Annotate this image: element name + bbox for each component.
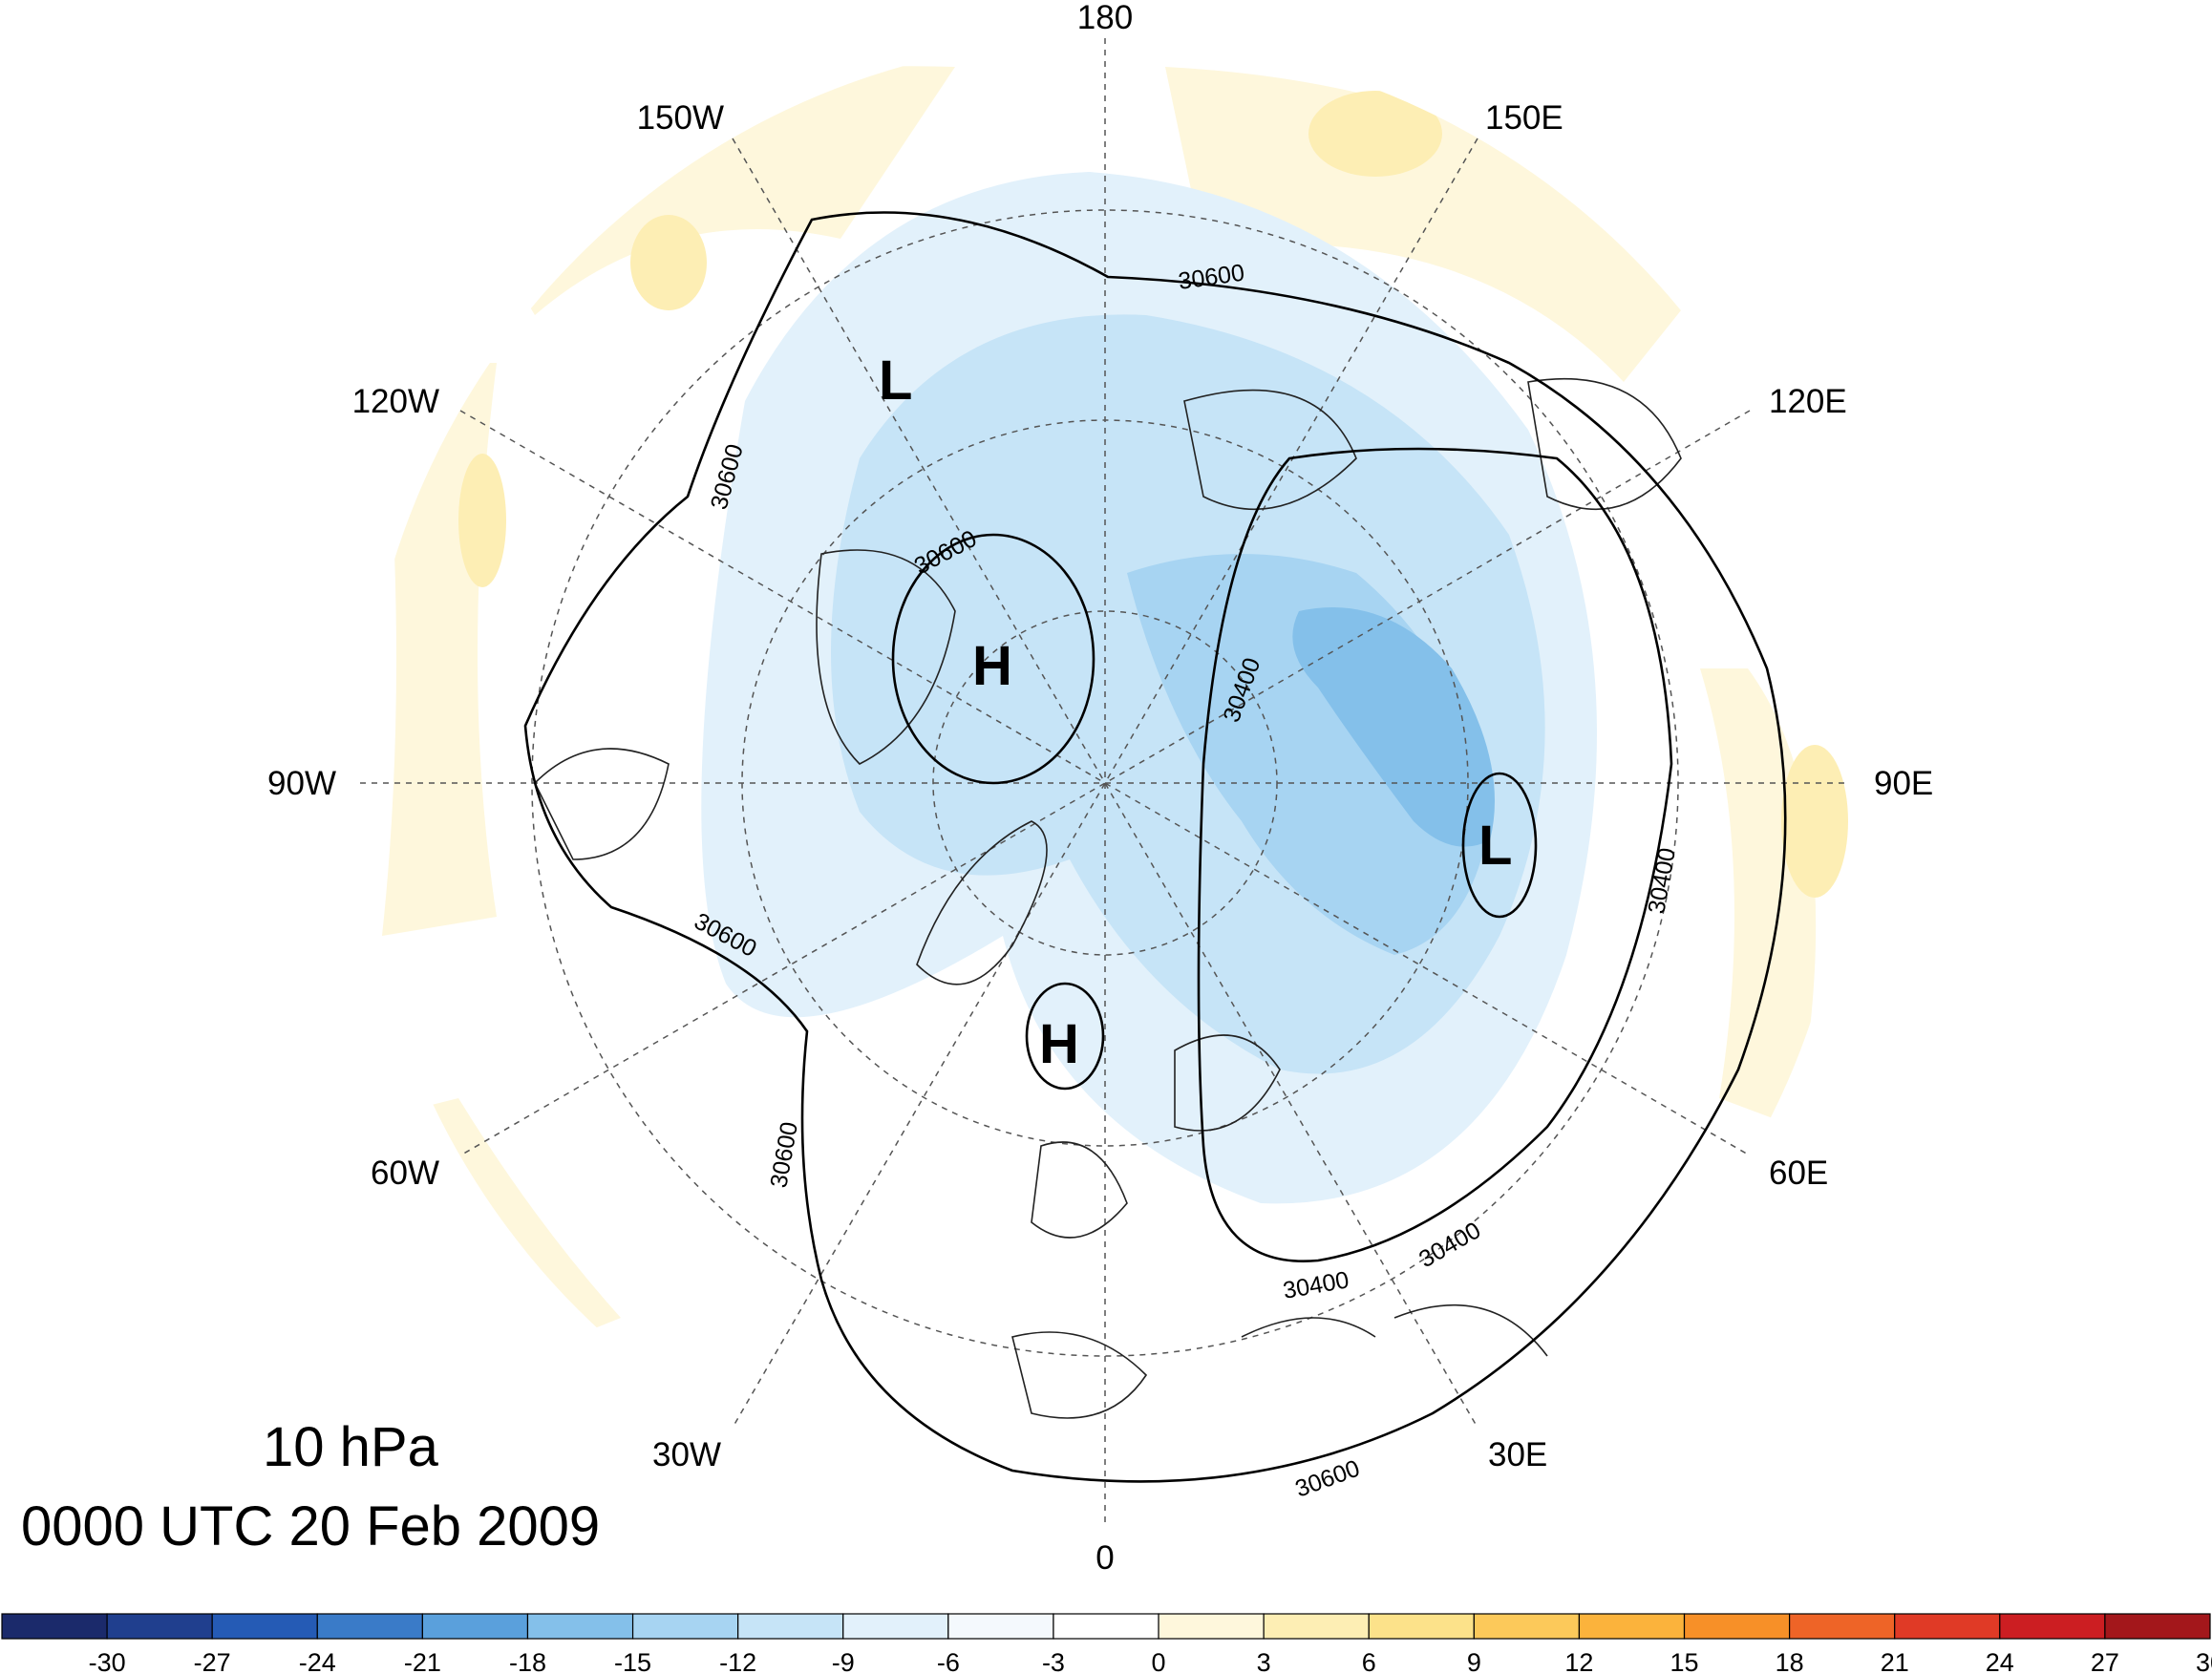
colorbar-tick-label: -24 xyxy=(299,1648,336,1674)
warm-anomaly-core xyxy=(458,454,506,587)
colorbar-tick-label: -18 xyxy=(509,1648,546,1674)
colorbar: -30 -27 -24 -21 -18 -15 -12 -9 -6 -3 0 3 6 9 12 15 18 21 2… xyxy=(1,1613,2212,1674)
colorbar-tick-label: 9 xyxy=(1467,1648,1481,1674)
colorbar-tick-label: -12 xyxy=(719,1648,756,1674)
warm-anomaly-region xyxy=(420,1098,621,1337)
colorbar-swatch xyxy=(1263,1613,1370,1640)
longitude-labels: 180 150E 120E 90E 60E 30E 0 30W 60W 90W … xyxy=(267,0,1933,1577)
longitude-label-120w: 120W xyxy=(352,383,439,420)
colorbar-swatch xyxy=(1683,1613,1791,1640)
colorbar-tick-label: -15 xyxy=(614,1648,651,1674)
colorbar-tick-label: 18 xyxy=(1776,1648,1804,1674)
colorbar-swatch xyxy=(1053,1613,1159,1640)
pressure-center-high: H xyxy=(1039,1013,1079,1075)
longitude-label-60e: 60E xyxy=(1769,1155,1828,1192)
colorbar-swatch xyxy=(1999,1613,2106,1640)
pressure-center-low: L xyxy=(879,350,912,412)
colorbar-swatch xyxy=(106,1613,213,1640)
geopotential-contours xyxy=(523,211,1787,1483)
longitude-label-60w: 60W xyxy=(371,1155,439,1192)
colorbar-swatch xyxy=(1158,1613,1265,1640)
colorbar-tick-label: 21 xyxy=(1881,1648,1909,1674)
warm-anomaly-region xyxy=(1165,67,1700,382)
colorbar-tick-label: 3 xyxy=(1257,1648,1271,1674)
colorbar-swatch xyxy=(737,1613,844,1640)
colorbar-swatch xyxy=(316,1613,423,1640)
colorbar-swatch xyxy=(1578,1613,1686,1640)
longitude-label-150w: 150W xyxy=(637,99,724,137)
colorbar-tick-label: 30 xyxy=(2196,1648,2212,1674)
colorbar-swatch xyxy=(2104,1613,2211,1640)
colorbar-swatch xyxy=(421,1613,529,1640)
colorbar-tick-label: -27 xyxy=(194,1648,231,1674)
colorbar-swatch xyxy=(1473,1613,1581,1640)
warm-anomaly-core xyxy=(1781,745,1848,898)
longitude-label-0: 0 xyxy=(1095,1539,1114,1577)
colorbar-swatch xyxy=(1,1613,108,1640)
colorbar-tick-label: -6 xyxy=(937,1648,960,1674)
colorbar-tick-label: 24 xyxy=(1986,1648,2014,1674)
anomaly-shading xyxy=(360,38,1850,1528)
colorbar-tick-label: 6 xyxy=(1362,1648,1376,1674)
colorbar-tick-label: 12 xyxy=(1564,1648,1593,1674)
contour-30600-inner xyxy=(1197,447,1673,1263)
cold-anomaly-region xyxy=(946,506,1079,659)
colorbar-tick-label: -9 xyxy=(832,1648,855,1674)
graticule xyxy=(360,38,1850,1528)
colorbar-swatch xyxy=(1894,1613,2001,1640)
cold-anomaly-core xyxy=(1292,607,1495,847)
colorbar-swatch xyxy=(526,1613,634,1640)
contour-low-siberia xyxy=(1461,772,1538,919)
longitude-label-30e: 30E xyxy=(1488,1436,1547,1473)
colorbar-tick-label: -3 xyxy=(1042,1648,1065,1674)
colorbar-swatch xyxy=(211,1613,318,1640)
longitude-label-30w: 30W xyxy=(652,1436,721,1473)
contour-high-canada xyxy=(891,533,1095,785)
colorbar-tick-label: 27 xyxy=(2091,1648,2119,1674)
longitude-label-90e: 90E xyxy=(1874,765,1933,802)
longitude-label-120e: 120E xyxy=(1769,383,1847,420)
colorbar-swatch xyxy=(1789,1613,1896,1640)
colorbar-swatch xyxy=(1368,1613,1475,1640)
colorbar-tick-label: 0 xyxy=(1152,1648,1166,1674)
level-title: 10 hPa xyxy=(263,1416,438,1478)
colorbar-tick-label: -30 xyxy=(89,1648,126,1674)
pressure-center-high: H xyxy=(972,635,1012,697)
colorbar-swatch xyxy=(631,1613,739,1640)
warm-anomaly-core xyxy=(630,215,707,310)
contour-30600-outer xyxy=(523,211,1787,1483)
coastlines xyxy=(534,378,1682,1419)
longitude-label-90w: 90W xyxy=(267,765,336,802)
colorbar-tick-label: 15 xyxy=(1670,1648,1699,1674)
pressure-center-low: L xyxy=(1478,815,1512,877)
colorbar-tick-label: -21 xyxy=(404,1648,441,1674)
colorbar-swatch xyxy=(842,1613,949,1640)
longitude-label-150e: 150E xyxy=(1485,99,1563,137)
colorbar-swatch xyxy=(947,1613,1054,1640)
time-title: 0000 UTC 20 Feb 2009 xyxy=(21,1495,601,1557)
warm-anomaly-core xyxy=(1308,91,1442,177)
longitude-label-180: 180 xyxy=(1077,0,1133,36)
contour-high-greenland xyxy=(1025,982,1105,1091)
